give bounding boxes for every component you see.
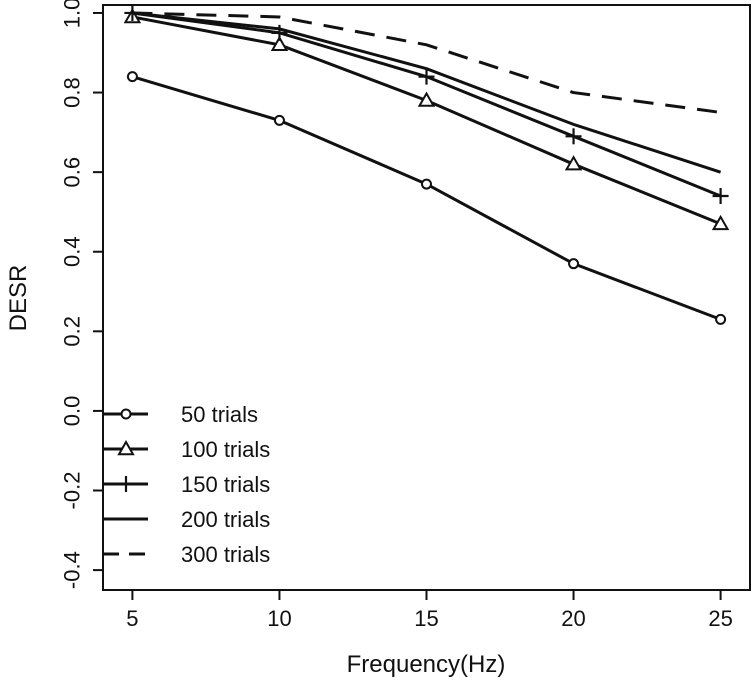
- data-point-circle: [715, 313, 727, 325]
- x-tick-label: 5: [126, 606, 138, 631]
- data-point-plus: [418, 68, 435, 85]
- data-point-plus: [712, 188, 729, 205]
- y-tick-label: 0.4: [60, 236, 85, 267]
- legend-label: 300 trials: [181, 542, 270, 567]
- legend-item: 100 trials: [103, 437, 270, 462]
- x-axis: 5 10 15 20 25: [126, 590, 733, 631]
- series-line: [132, 11, 721, 114]
- data-point-circle: [126, 71, 138, 83]
- x-tick-label: 10: [267, 606, 291, 631]
- legend-label: 100 trials: [181, 437, 270, 462]
- x-tick-label: 20: [561, 606, 585, 631]
- y-tick-label: 0.8: [60, 77, 85, 108]
- series-line: [132, 11, 722, 174]
- series-50-trials: [126, 71, 727, 325]
- y-tick-label: -0.4: [60, 551, 85, 589]
- data-point-circle: [421, 178, 432, 190]
- data-point-triangle: [711, 214, 730, 231]
- series-300-trials: [132, 11, 721, 114]
- data-point-circle: [273, 114, 285, 126]
- legend-item: 150 trials: [103, 472, 270, 497]
- data-point-plus: [565, 128, 582, 145]
- y-tick-label: 1.0: [60, 0, 85, 28]
- legend-marker: [117, 439, 135, 456]
- series-layer: [123, 4, 730, 325]
- x-axis-title: Frequency(Hz): [347, 651, 506, 678]
- legend-item: 200 trials: [103, 507, 270, 532]
- data-point-triangle: [417, 91, 436, 107]
- legend-item: 50 trials: [103, 402, 258, 427]
- x-tick-label: 15: [414, 606, 438, 631]
- legend-marker: [120, 408, 132, 420]
- legend-label: 150 trials: [181, 472, 270, 497]
- y-tick-label: -0.2: [60, 472, 85, 510]
- legend-label: 50 trials: [181, 402, 258, 427]
- y-tick-label: 0.6: [60, 157, 85, 188]
- data-point-triangle: [270, 35, 289, 52]
- legend: 50 trials 100 trials 150 trials 200 trials 3…: [103, 402, 270, 567]
- data-point-triangle: [564, 155, 583, 171]
- series-200-trials: [132, 11, 722, 174]
- y-axis-title: DESR: [5, 265, 32, 332]
- legend-label: 200 trials: [181, 507, 270, 532]
- data-point-circle: [568, 258, 580, 270]
- y-tick-label: 0.2: [60, 316, 85, 347]
- legend-item: 300 trials: [103, 542, 270, 567]
- y-tick-label: 0.0: [60, 396, 85, 427]
- legend-marker: [118, 476, 134, 492]
- x-tick-label: 25: [708, 606, 732, 631]
- y-axis: -0.4 -0.2 0.0 0.2 0.4 0.6 0.8 1.0: [60, 0, 103, 589]
